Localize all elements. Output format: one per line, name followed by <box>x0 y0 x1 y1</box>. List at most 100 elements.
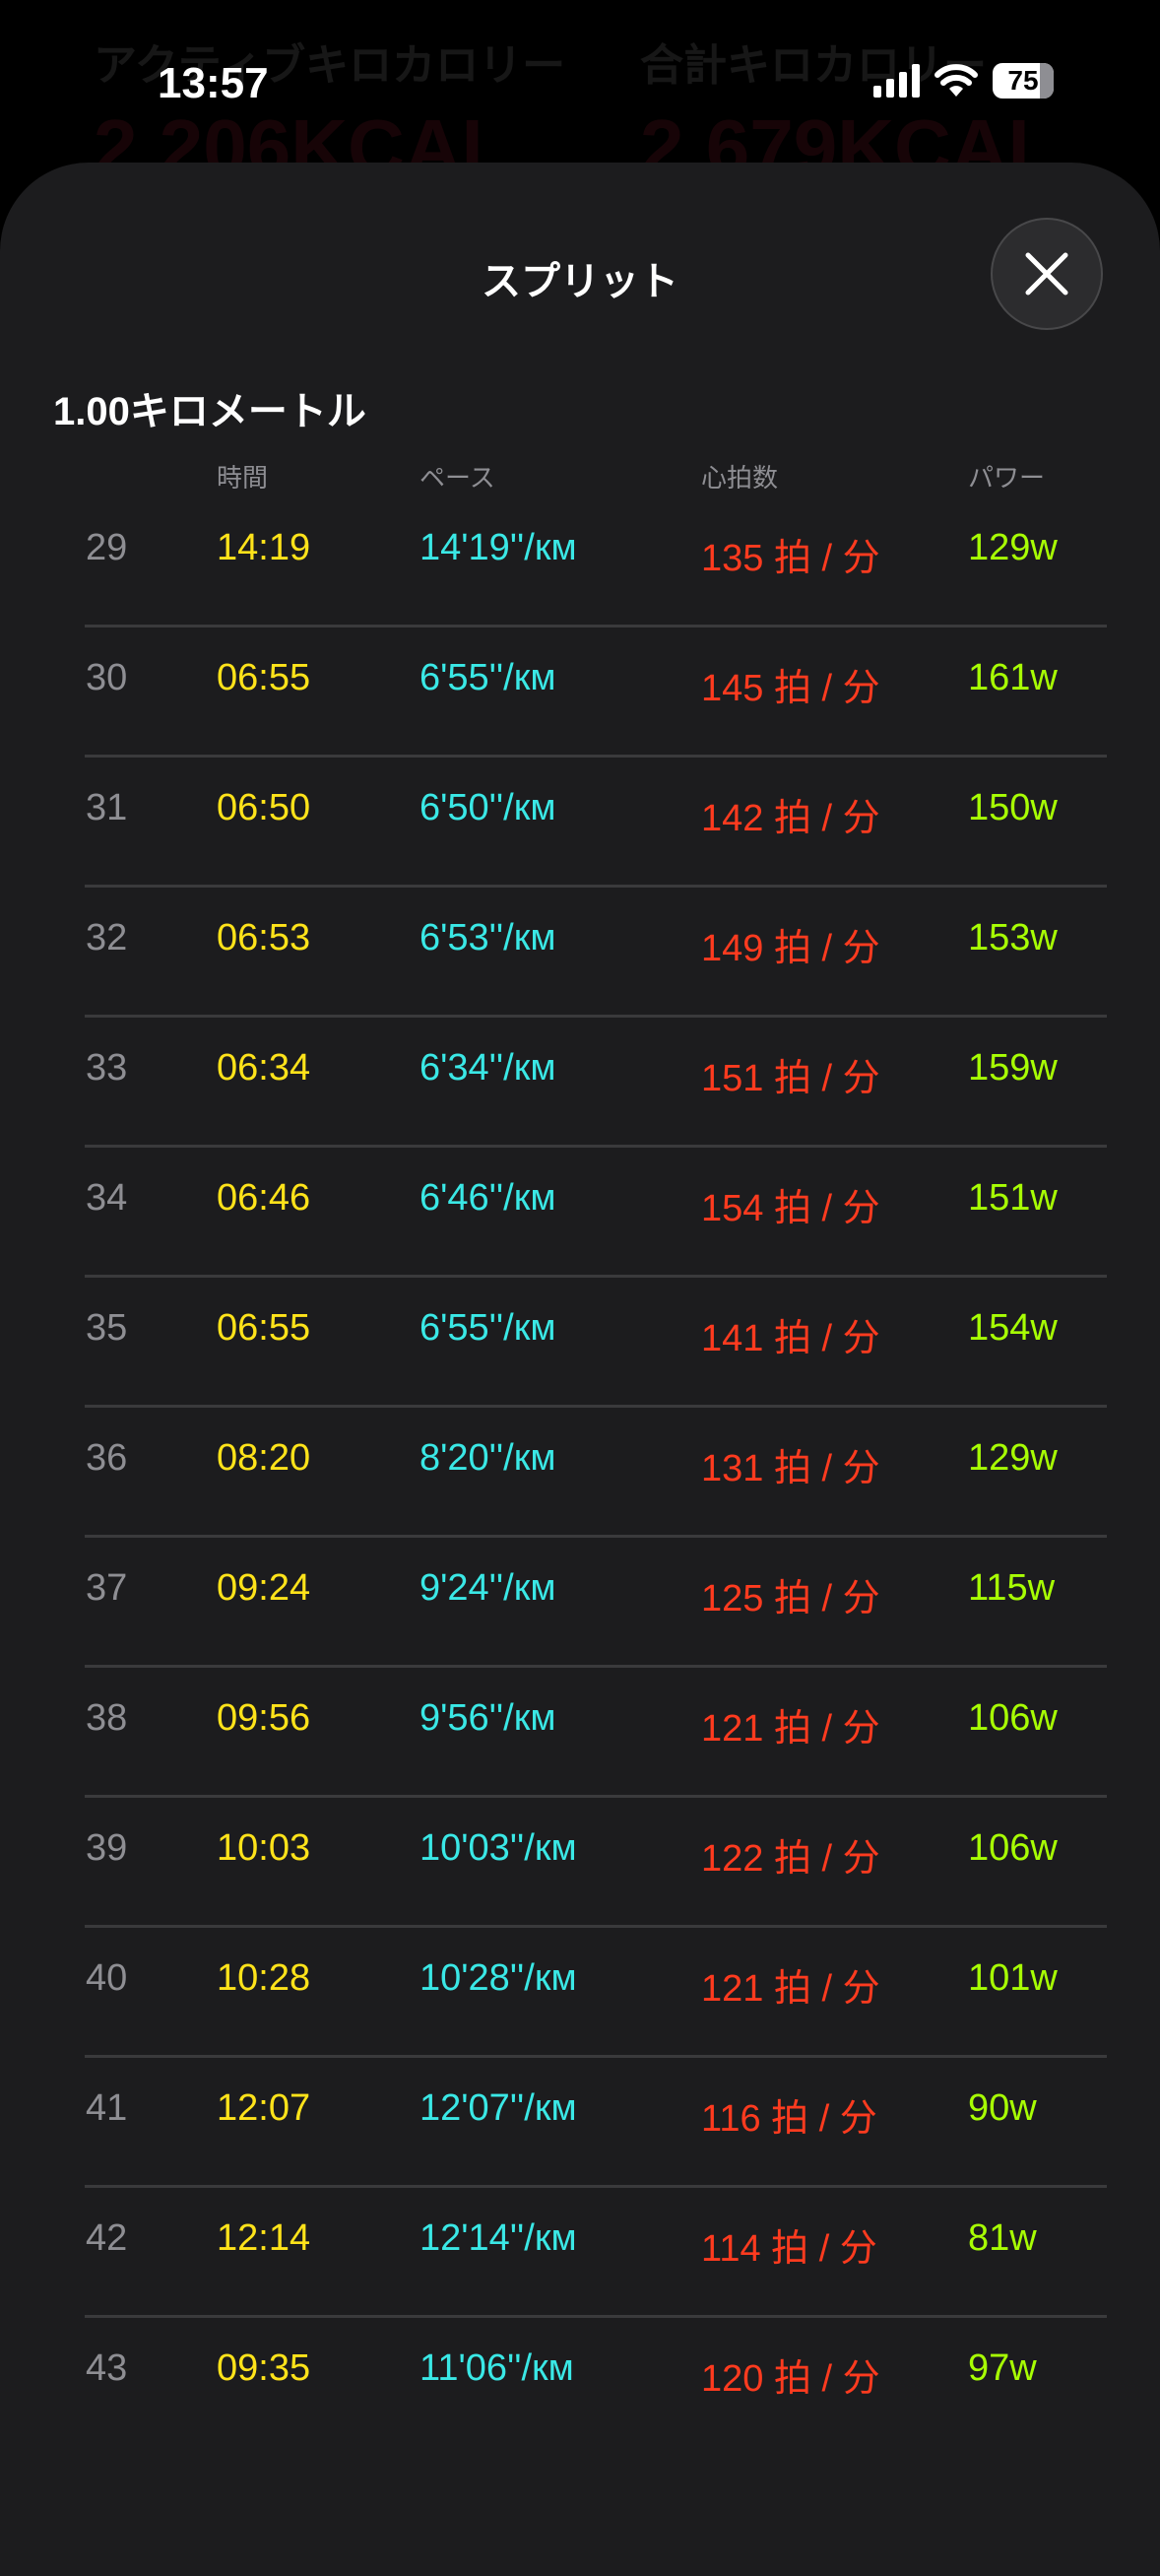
split-index: 37 <box>86 1567 128 1609</box>
split-heart-rate: 125 拍 / 分 <box>701 1578 880 1619</box>
split-heart-rate: 114 拍 / 分 <box>701 2228 877 2270</box>
split-row: 32 06:53 6'53''/км 149 拍 / 分 153w <box>0 888 1160 1018</box>
row-divider <box>85 885 1107 888</box>
wifi-icon <box>934 64 978 97</box>
split-power: 154w <box>968 1307 1058 1349</box>
split-power: 159w <box>968 1047 1058 1089</box>
split-time: 06:55 <box>217 1307 311 1349</box>
split-time: 08:20 <box>217 1437 311 1479</box>
split-pace: 6'50''/км <box>419 787 556 828</box>
split-heart-rate: 151 拍 / 分 <box>701 1058 880 1099</box>
split-pace: 11'06''/км <box>419 2347 574 2389</box>
column-header-power: パワー <box>968 463 1046 493</box>
split-row: 41 12:07 12'07''/км 116 拍 / 分 90w <box>0 2058 1160 2188</box>
split-heart-rate: 121 拍 / 分 <box>701 1708 880 1750</box>
cellular-signal-icon <box>873 64 920 98</box>
split-heart-rate: 154 拍 / 分 <box>701 1188 880 1229</box>
split-pace: 12'14''/км <box>419 2217 577 2259</box>
split-time: 06:53 <box>217 917 311 958</box>
split-index: 42 <box>86 2217 128 2259</box>
split-heart-rate: 135 拍 / 分 <box>701 538 880 579</box>
split-time: 14:19 <box>217 527 311 568</box>
split-power: 153w <box>968 917 1058 958</box>
split-pace: 8'20''/км <box>419 1437 556 1479</box>
split-time: 09:56 <box>217 1697 311 1739</box>
split-time: 06:46 <box>217 1177 311 1219</box>
split-index: 35 <box>86 1307 128 1349</box>
splits-sheet: スプリット 1.00キロメートル 時間 ペース 心拍数 パワー 29 14:19 1… <box>0 163 1160 2576</box>
split-row: 39 10:03 10'03''/км 122 拍 / 分 106w <box>0 1798 1160 1928</box>
split-pace: 9'56''/км <box>419 1697 556 1739</box>
split-heart-rate: 122 拍 / 分 <box>701 1838 880 1880</box>
split-pace: 14'19''/км <box>419 527 577 568</box>
split-pace: 9'24''/км <box>419 1567 556 1609</box>
split-pace: 6'34''/км <box>419 1047 556 1089</box>
split-time: 10:03 <box>217 1827 311 1869</box>
status-time: 13:57 <box>158 59 269 107</box>
split-index: 29 <box>86 527 128 568</box>
split-time: 06:50 <box>217 787 311 828</box>
split-heart-rate: 131 拍 / 分 <box>701 1448 880 1489</box>
split-power: 129w <box>968 527 1058 568</box>
split-pace: 6'55''/км <box>419 657 556 698</box>
split-row: 29 14:19 14'19''/км 135 拍 / 分 129w <box>0 497 1160 627</box>
split-time: 10:28 <box>217 1957 311 1999</box>
column-header-heart-rate: 心拍数 <box>701 463 779 493</box>
split-power: 161w <box>968 657 1058 698</box>
row-divider <box>85 2185 1107 2188</box>
split-power: 115w <box>968 1567 1056 1609</box>
row-divider <box>85 1405 1107 1408</box>
split-index: 34 <box>86 1177 128 1219</box>
sheet-title: スプリット <box>482 260 678 303</box>
split-pace: 12'07''/км <box>419 2087 577 2129</box>
split-pace: 6'46''/км <box>419 1177 556 1219</box>
split-index: 31 <box>86 787 128 828</box>
split-heart-rate: 145 拍 / 分 <box>701 668 880 709</box>
split-time: 09:24 <box>217 1567 311 1609</box>
row-divider <box>85 1795 1107 1798</box>
row-divider <box>85 2315 1107 2318</box>
close-button[interactable] <box>991 218 1103 330</box>
split-row: 36 08:20 8'20''/км 131 拍 / 分 129w <box>0 1408 1160 1538</box>
split-heart-rate: 121 拍 / 分 <box>701 1968 880 2010</box>
split-power: 151w <box>968 1177 1058 1219</box>
split-index: 40 <box>86 1957 128 1999</box>
split-heart-rate: 149 拍 / 分 <box>701 928 880 969</box>
row-divider <box>85 2055 1107 2058</box>
split-index: 30 <box>86 657 128 698</box>
split-power: 81w <box>968 2217 1037 2259</box>
split-index: 33 <box>86 1047 128 1089</box>
split-power: 106w <box>968 1827 1058 1869</box>
row-divider <box>85 1275 1107 1278</box>
split-pace: 6'55''/км <box>419 1307 556 1349</box>
split-power: 150w <box>968 787 1058 828</box>
row-divider <box>85 1015 1107 1018</box>
split-row: 42 12:14 12'14''/км 114 拍 / 分 81w <box>0 2188 1160 2318</box>
row-divider <box>85 1535 1107 1538</box>
split-time: 06:55 <box>217 657 311 698</box>
split-index: 32 <box>86 917 128 958</box>
section-title: 1.00キロメートル <box>53 390 366 433</box>
splits-list: 29 14:19 14'19''/км 135 拍 / 分 129w 30 06:55 6'5… <box>0 497 1160 2448</box>
split-row: 30 06:55 6'55''/км 145 拍 / 分 161w <box>0 627 1160 758</box>
split-row: 37 09:24 9'24''/км 125 拍 / 分 115w <box>0 1538 1160 1668</box>
split-row: 38 09:56 9'56''/км 121 拍 / 分 106w <box>0 1668 1160 1798</box>
split-index: 36 <box>86 1437 128 1479</box>
split-pace: 6'53''/км <box>419 917 556 958</box>
split-power: 129w <box>968 1437 1058 1479</box>
close-icon <box>1025 252 1068 296</box>
split-row: 40 10:28 10'28''/км 121 拍 / 分 101w <box>0 1928 1160 2058</box>
split-power: 101w <box>968 1957 1058 1999</box>
row-divider <box>85 1145 1107 1148</box>
split-heart-rate: 141 拍 / 分 <box>701 1318 880 1359</box>
battery-icon: 75 <box>993 63 1054 99</box>
split-row: 31 06:50 6'50''/км 142 拍 / 分 150w <box>0 758 1160 888</box>
split-row: 35 06:55 6'55''/км 141 拍 / 分 154w <box>0 1278 1160 1408</box>
split-row: 34 06:46 6'46''/км 154 拍 / 分 151w <box>0 1148 1160 1278</box>
split-time: 12:14 <box>217 2217 311 2259</box>
split-index: 39 <box>86 1827 128 1869</box>
row-divider <box>85 625 1107 627</box>
split-time: 06:34 <box>217 1047 311 1089</box>
column-header-time: 時間 <box>217 463 269 493</box>
split-index: 38 <box>86 1697 128 1739</box>
